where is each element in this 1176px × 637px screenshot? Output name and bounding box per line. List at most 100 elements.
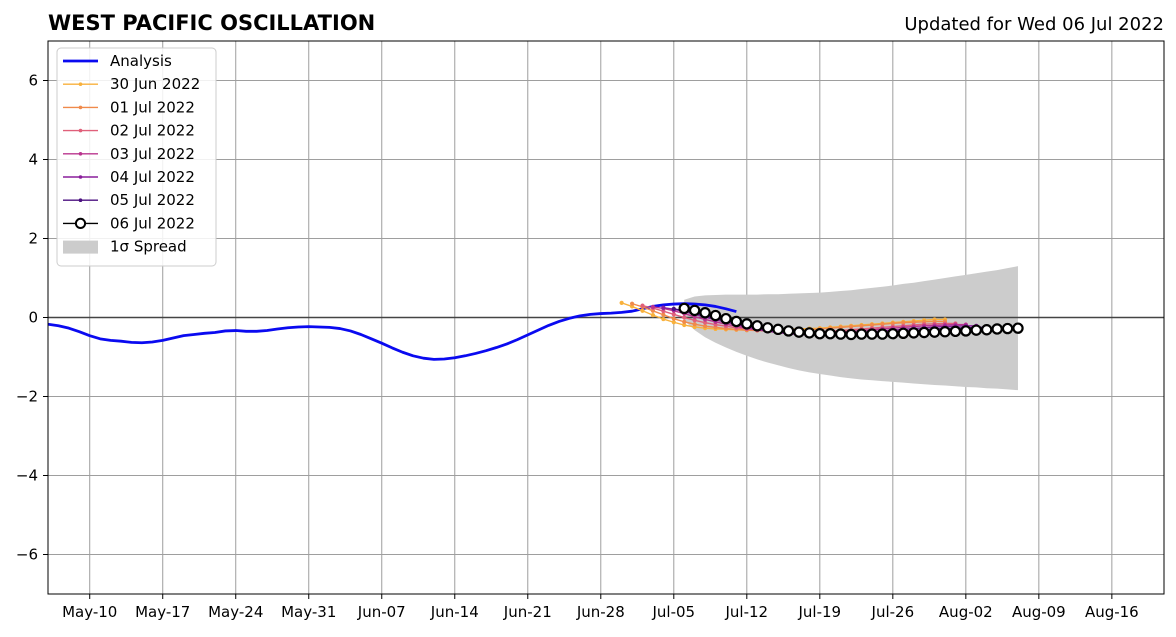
latest-point <box>887 327 899 340</box>
legend-marker <box>78 198 83 202</box>
legend-marker <box>78 105 83 110</box>
legend-box <box>56 47 217 267</box>
x-tick-label: Aug-02 <box>939 603 993 621</box>
latest-point <box>970 324 982 336</box>
latest-point <box>699 307 711 319</box>
legend-marker <box>78 175 83 179</box>
latest-point <box>928 326 941 338</box>
forecast-point <box>640 308 645 313</box>
forecast-point <box>661 312 666 317</box>
latest-point <box>814 327 826 340</box>
latest-point <box>803 327 816 339</box>
legend-entry-1: 30 Jun 2022 <box>63 75 200 93</box>
x-tick-label: Jun-07 <box>357 603 406 621</box>
legend-label: 30 Jun 2022 <box>110 75 200 93</box>
x-tick-label: Jul-05 <box>651 603 695 621</box>
legend-entry-7: 06 Jul 2022 <box>63 214 195 232</box>
legend: Analysis 30 Jun 2022 01 Jul 2022 02 Jul 202… <box>56 47 217 267</box>
forecast-point <box>692 318 697 323</box>
x-tick-label: May-24 <box>208 603 263 621</box>
legend-label: Analysis <box>110 52 172 70</box>
forecast-point <box>650 313 656 318</box>
latest-point <box>751 320 763 332</box>
forecast-point <box>629 301 635 306</box>
legend-entry-6: 05 Jul 2022 <box>63 191 195 209</box>
legend-entry-5: 04 Jul 2022 <box>63 168 195 186</box>
legend-entry-2: 01 Jul 2022 <box>63 98 195 116</box>
legend-swatch <box>63 240 98 254</box>
latest-point <box>918 326 930 339</box>
legend-label: 03 Jul 2022 <box>110 145 195 163</box>
x-tick-label: Aug-16 <box>1085 603 1139 621</box>
forecast-point <box>671 306 676 311</box>
x-tick-label: May-31 <box>281 603 336 621</box>
latest-point <box>876 328 889 340</box>
x-tick-label: Jun-14 <box>430 603 479 621</box>
forecast-point <box>619 300 624 305</box>
legend-marker <box>78 82 83 86</box>
latest-series <box>678 302 1024 341</box>
forecast-point <box>702 324 708 329</box>
y-tick-label: 6 <box>28 72 38 90</box>
x-tick-label: May-10 <box>62 603 117 621</box>
forecast-point <box>661 316 666 322</box>
legend-entry-4: 03 Jul 2022 <box>63 145 195 163</box>
latest-point <box>834 328 847 340</box>
legend-entry-0: Analysis <box>63 52 172 70</box>
latest-point <box>772 323 784 336</box>
latest-point <box>782 325 795 337</box>
latest-point <box>949 325 962 338</box>
x-tick-label: Jul-19 <box>798 603 842 621</box>
analysis-line <box>48 302 737 361</box>
latest-point <box>855 328 868 340</box>
latest-point <box>741 318 753 330</box>
forecast-point <box>671 316 676 321</box>
latest-point <box>793 326 805 338</box>
legend-label: 1σ Spread <box>110 238 187 256</box>
legend-marker <box>78 152 83 156</box>
y-tick-label: −2 <box>16 388 38 406</box>
latest-point <box>1012 322 1024 334</box>
forecast-point <box>671 320 676 325</box>
legend-marker <box>78 128 83 133</box>
forecast-point <box>671 312 676 317</box>
forecast-point <box>661 305 666 310</box>
forecast-point <box>692 322 697 327</box>
latest-point <box>730 315 743 328</box>
latest-point <box>980 324 993 336</box>
legend-marker <box>74 217 87 229</box>
forecast-point <box>640 303 645 308</box>
forecast-point <box>650 304 656 309</box>
x-tick-label: Aug-09 <box>1012 603 1066 621</box>
latest-point <box>845 328 857 341</box>
forecast-point <box>682 319 687 324</box>
y-tick-label: 4 <box>28 151 38 169</box>
x-axis: May-10 May-17 May-24 May-31 Jun-07 Jun-14 Jun-… <box>62 594 1139 621</box>
forecast-point <box>682 315 687 320</box>
latest-point <box>1001 322 1014 335</box>
legend-label: 01 Jul 2022 <box>110 98 195 116</box>
x-tick-label: Jun-28 <box>576 603 625 621</box>
legend-entry-3: 02 Jul 2022 <box>63 122 195 140</box>
x-tick-label: Jul-12 <box>724 603 768 621</box>
chart-title: WEST PACIFIC OSCILLATION <box>48 11 375 35</box>
legend-label: 02 Jul 2022 <box>110 122 195 140</box>
x-tick-label: Jun-21 <box>503 603 552 621</box>
series-layer <box>48 300 1024 361</box>
latest-point <box>939 326 951 338</box>
latest-point <box>824 327 836 340</box>
y-axis: 6 4 2 0 −2 −4 −6 <box>16 72 48 564</box>
x-tick-label: Jul-26 <box>871 603 915 621</box>
latest-point <box>907 327 920 339</box>
latest-point <box>720 312 732 325</box>
latest-point <box>897 327 909 339</box>
y-tick-label: 2 <box>28 230 38 248</box>
legend-label: 06 Jul 2022 <box>110 214 195 232</box>
latest-point <box>688 304 701 317</box>
y-tick-label: 0 <box>28 309 38 327</box>
legend-entry-8: 1σ Spread <box>63 238 187 256</box>
latest-point <box>991 323 1003 335</box>
y-tick-label: −4 <box>16 467 38 485</box>
